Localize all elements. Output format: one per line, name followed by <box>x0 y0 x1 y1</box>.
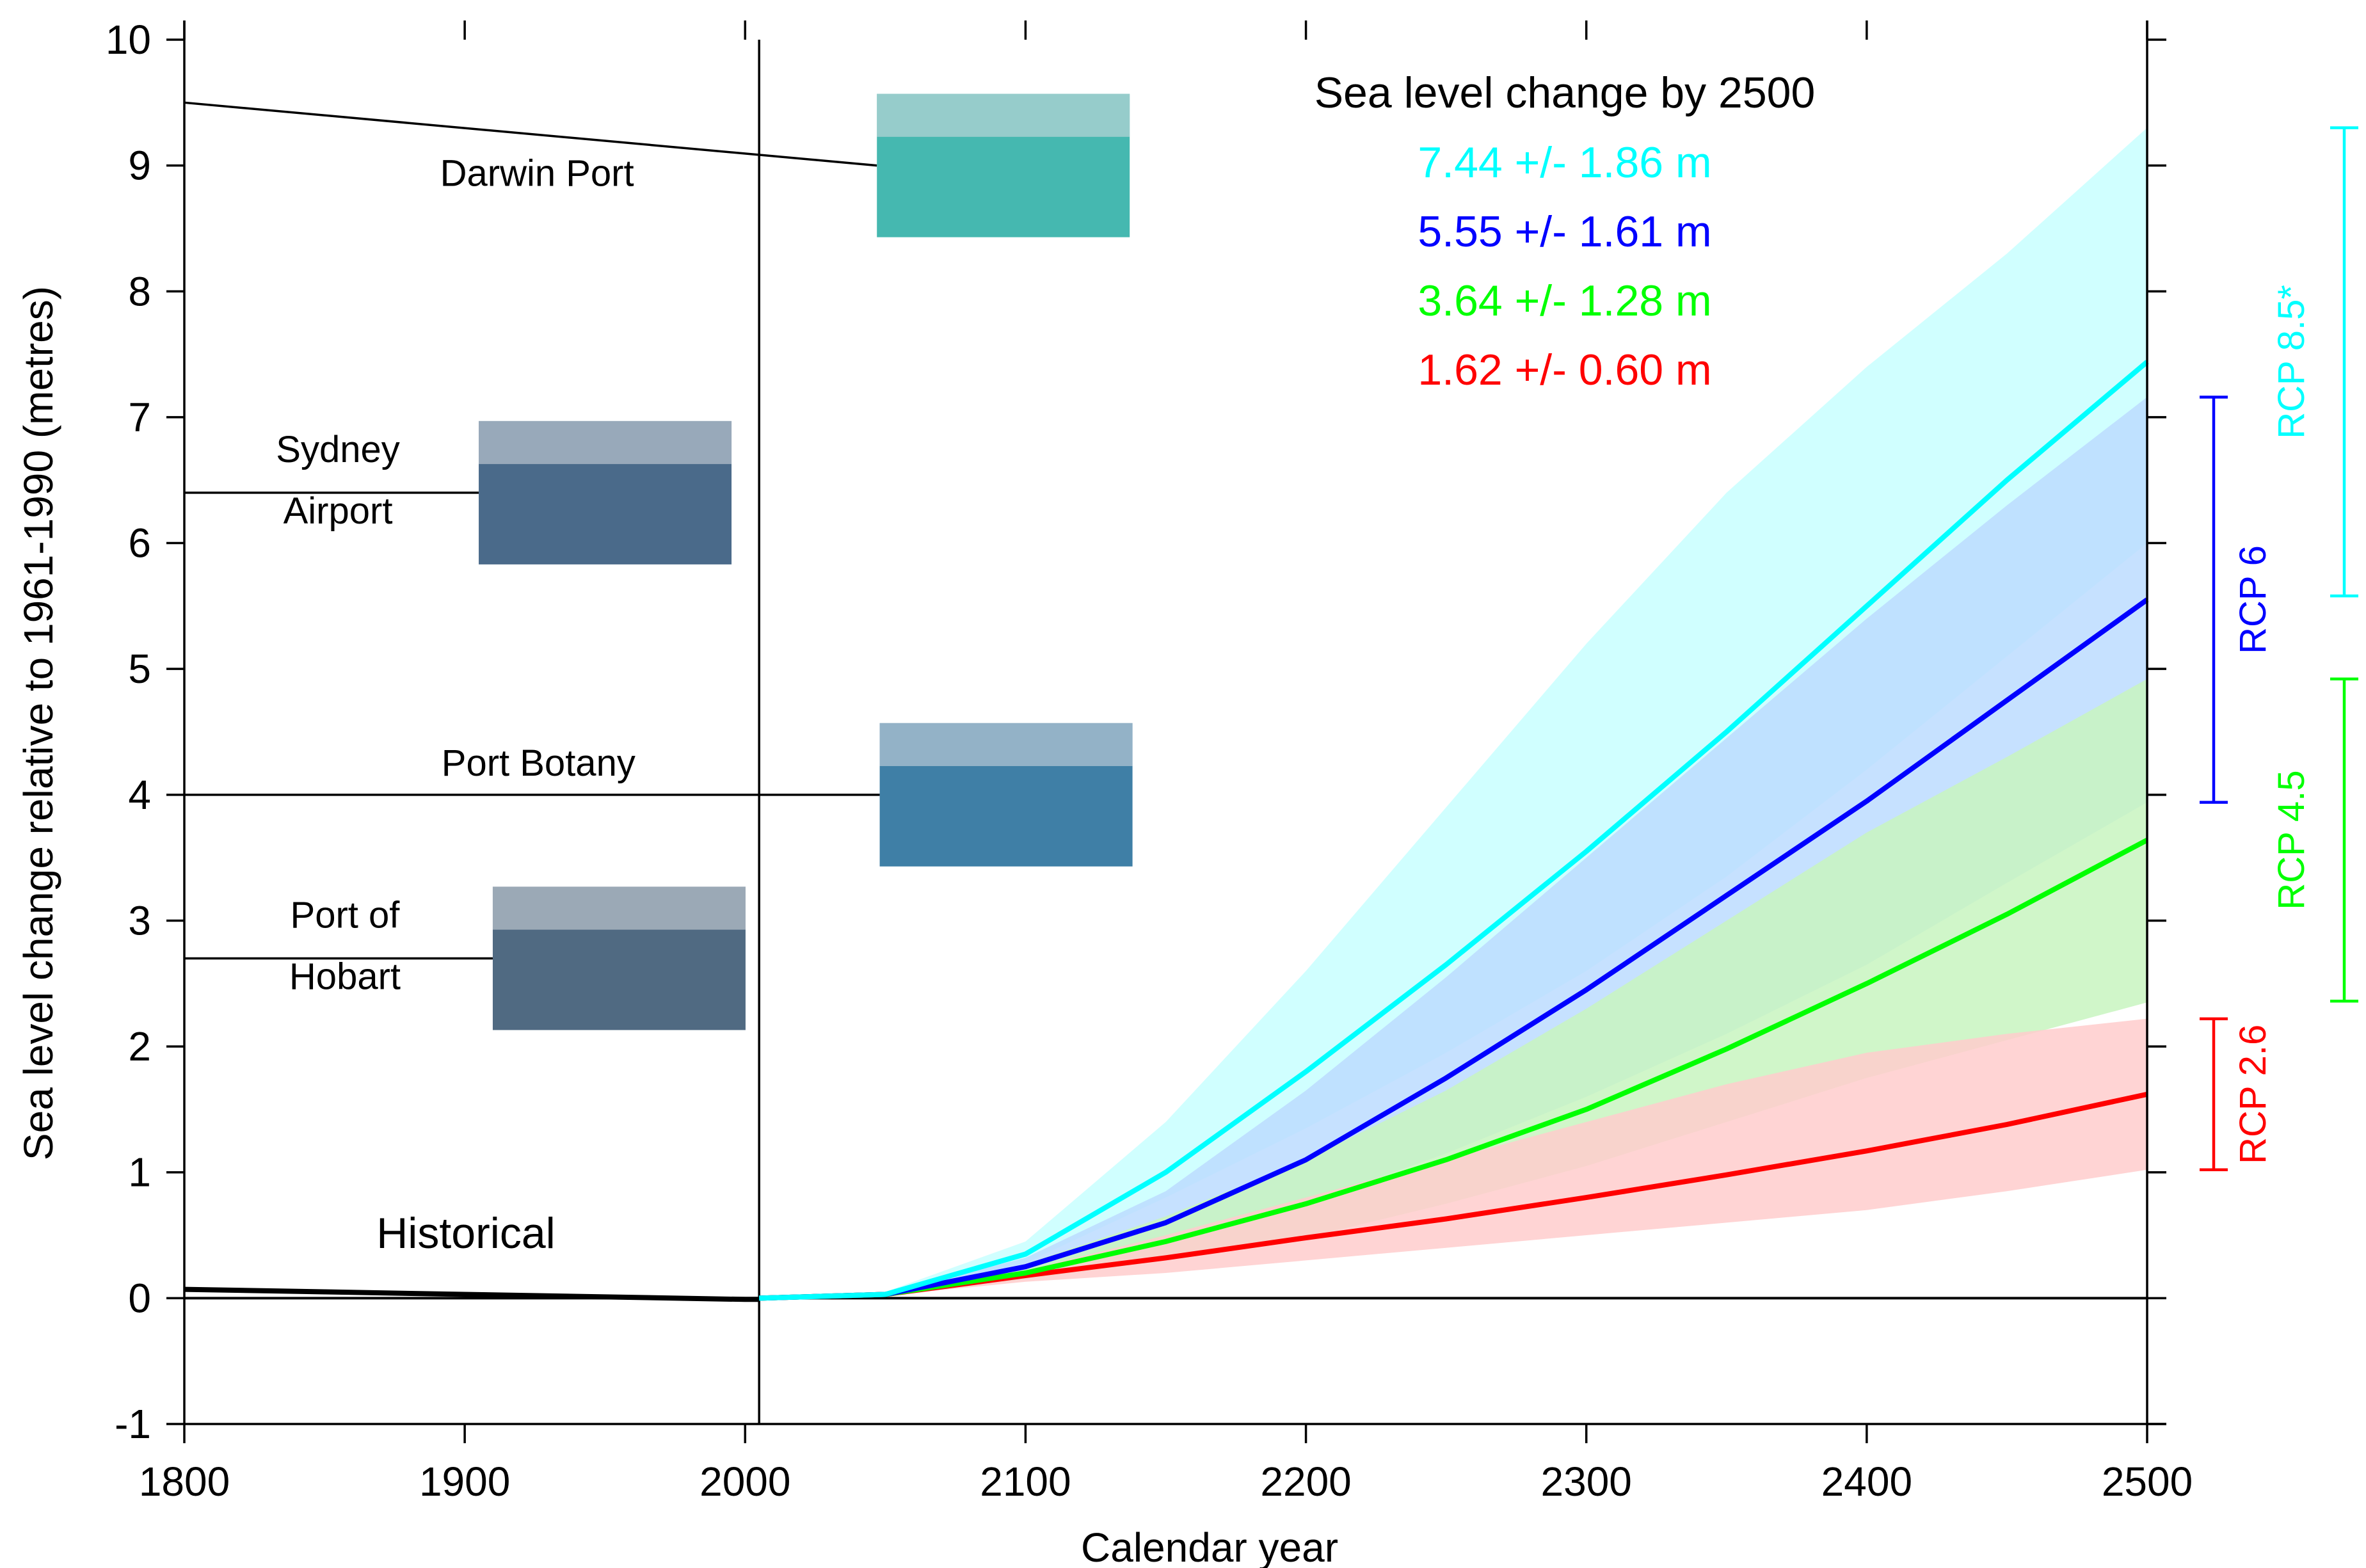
x-tick-label: 2100 <box>980 1459 1071 1505</box>
reference-label: Airport <box>284 490 393 532</box>
y-tick-label: 1 <box>128 1149 151 1196</box>
photo-sky <box>479 420 732 465</box>
photo-sky <box>879 723 1133 767</box>
reference-level: Port of Hobart <box>184 886 746 1030</box>
grid-lines <box>184 40 2147 1424</box>
x-tick-label: 2400 <box>1821 1459 1912 1505</box>
y-tick-label: 9 <box>128 143 151 189</box>
y-tick-label: 7 <box>128 394 151 440</box>
reference-level: Sydney Airport <box>184 420 732 564</box>
y-axis-label: Sea level change relative to 1961-1990 (… <box>15 286 61 1160</box>
scenario-brackets: RCP 8.5* RCP 6 RCP 4.5 RCP 2.6 <box>2200 126 2358 1172</box>
axes: 1800 1900 2000 2100 2200 2300 2400 2500 -1 0 1 2 3 4 5… <box>106 17 2193 1505</box>
y-tick-label: 3 <box>128 897 151 943</box>
photo-sky <box>877 93 1130 137</box>
x-tick-label: 2300 <box>1541 1459 1632 1505</box>
bracket-label: RCP 2.6 <box>2232 1025 2274 1164</box>
historical-label: Historical <box>376 1209 556 1258</box>
y-tick-label: 10 <box>106 17 151 63</box>
y-tick-label: 8 <box>128 268 151 314</box>
line-rcp-4-5 <box>759 838 2148 1301</box>
result-rcp26: 1.62 +/- 0.60 m <box>1418 346 1711 394</box>
bracket-rcp-8-5: RCP 8.5* <box>2271 126 2358 598</box>
reference-label: Port Botany <box>442 742 635 784</box>
line-rcp-6 <box>759 597 2149 1301</box>
y-tick-label: 4 <box>128 772 151 818</box>
line-rcp-8-5 <box>759 360 2149 1301</box>
result-rcp6: 5.55 +/- 1.61 m <box>1418 207 1711 256</box>
bracket-rcp-4-5: RCP 4.5 <box>2271 677 2358 1003</box>
reference-label: Darwin Port <box>440 152 634 194</box>
series-lines <box>184 360 2149 1302</box>
historical-line <box>184 1286 760 1302</box>
photo-sky <box>492 886 746 930</box>
reference-label: Sydney <box>276 429 399 470</box>
bracket-label: RCP 8.5* <box>2271 285 2312 439</box>
x-tick-label: 1900 <box>419 1459 510 1505</box>
reference-line <box>184 101 877 167</box>
result-rcp45: 3.64 +/- 1.28 m <box>1418 276 1711 325</box>
reference-label: Hobart <box>289 956 401 997</box>
x-axis-label: Calendar year <box>1081 1524 1338 1568</box>
bracket-label: RCP 4.5 <box>2271 771 2312 910</box>
y-tick-label: 0 <box>128 1275 151 1321</box>
x-tick-label: 2200 <box>1260 1459 1351 1505</box>
bracket-label: RCP 6 <box>2232 545 2274 654</box>
reference-level: Port Botany <box>184 723 1133 867</box>
x-tick-label: 1800 <box>139 1459 230 1505</box>
y-tick-label: 2 <box>128 1023 151 1069</box>
bracket-rcp-2-6: RCP 2.6 <box>2200 1017 2274 1172</box>
reference-levels: Darwin Port Sydney Airport Port Botany Port … <box>184 93 1133 1030</box>
x-tick-label: 2500 <box>2102 1459 2193 1505</box>
x-tick-label: 2000 <box>699 1459 790 1505</box>
result-rcp85: 7.44 +/- 1.86 m <box>1418 138 1711 187</box>
bracket-rcp-6: RCP 6 <box>2200 396 2274 804</box>
reference-level: Darwin Port <box>184 93 1130 237</box>
y-tick-label: -1 <box>115 1401 151 1447</box>
y-tick-label: 6 <box>128 520 151 566</box>
y-tick-label: 5 <box>128 646 151 692</box>
annotation-title: Sea level change by 2500 <box>1315 68 1816 117</box>
reference-label: Port of <box>291 894 401 936</box>
